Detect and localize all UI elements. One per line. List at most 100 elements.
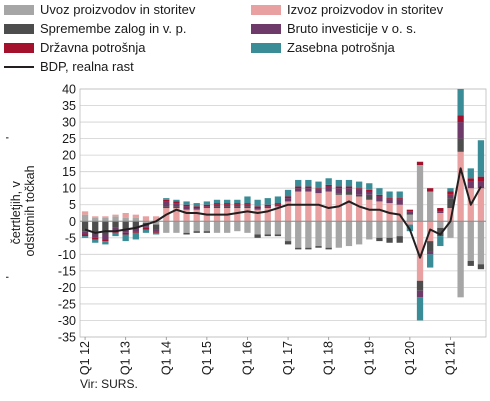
bar-segment: [213, 203, 221, 205]
bar-segment: [315, 181, 322, 189]
bar-segment: [274, 203, 282, 205]
bar-segment: [386, 198, 393, 200]
bar-segment: [366, 183, 373, 190]
bar-segment: [92, 239, 99, 243]
bar-segment: [213, 199, 221, 204]
legend-item: Bruto investicije v o. s.: [251, 21, 416, 37]
bar-segment: [264, 221, 271, 235]
legend-label-uvoz: Uvoz proizvodov in storitev: [40, 2, 196, 17]
bar-segment: [467, 221, 474, 261]
bar-segment: [254, 208, 261, 210]
legend-item: Državna potrošnja: [4, 40, 146, 56]
bar-segment: [325, 247, 332, 250]
legend-item: Spremembe zalog in v. p.: [4, 21, 186, 37]
bar-segment: [92, 237, 99, 240]
bar-segment: [274, 234, 282, 237]
bar-segment: [234, 206, 241, 209]
x-tick-label: Q1 18: [322, 341, 336, 375]
bar-segment: [122, 234, 129, 242]
bar-segment: [224, 221, 231, 233]
bar-segment: [234, 199, 241, 204]
bar-segment: [81, 236, 89, 238]
bar-segment: [427, 241, 434, 252]
bar-segment: [305, 221, 312, 248]
legend-label-investicije: Bruto investicije v o. s.: [287, 21, 417, 36]
bar-segment: [132, 227, 139, 232]
bar-segment: [416, 165, 424, 222]
bar-segment: [102, 241, 109, 245]
bar-segment: [447, 198, 454, 209]
bar-segment: [396, 236, 403, 243]
bar-segment: [244, 203, 251, 205]
bar-segment: [254, 209, 261, 222]
bar-segment: [467, 260, 474, 266]
bar-segment: [295, 191, 302, 222]
bar-segment: [193, 206, 200, 209]
bar-segment: [355, 188, 363, 190]
bar-segment: [142, 216, 150, 222]
bar-segment: [244, 196, 251, 204]
bar-segment: [467, 181, 474, 189]
bar-segment: [325, 221, 332, 248]
bar-segment: [335, 193, 342, 195]
bar-segment: [335, 179, 342, 187]
legend-label-bdp: BDP, realna rast: [40, 59, 134, 74]
bar-segment: [477, 188, 485, 222]
bar-segment: [132, 221, 139, 228]
bar-segment: [163, 206, 170, 209]
bar-segment: [447, 208, 454, 222]
bar-segment: [457, 151, 464, 222]
bar-segment: [122, 213, 129, 218]
bar-segment: [163, 221, 170, 233]
bar-segment: [81, 234, 89, 237]
bar-segment: [437, 213, 444, 222]
bar-segment: [152, 229, 160, 232]
bar-segment: [355, 181, 363, 189]
bar-segment: [142, 229, 150, 233]
bar-segment: [406, 213, 414, 215]
x-tick-label: Q1 15: [200, 341, 214, 375]
bar-segment: [163, 198, 170, 200]
bar-segment: [193, 208, 200, 210]
bar-segment: [305, 186, 312, 189]
bar-segment: [213, 221, 221, 233]
bar-segment: [152, 216, 160, 222]
bar-segment: [437, 227, 444, 237]
gdp-line: [84, 167, 482, 259]
bar-segment: [234, 204, 241, 207]
x-tick-label: Q1 21: [443, 341, 457, 375]
bar-segment: [193, 231, 200, 233]
bar-segment: [163, 201, 170, 207]
bar-segment: [325, 186, 332, 192]
bar-segment: [295, 179, 302, 187]
bar-segment: [102, 217, 109, 222]
bar-segment: [406, 209, 414, 212]
bar-segment: [132, 231, 139, 233]
bar-segment: [335, 188, 342, 194]
x-tick-label: Q1 13: [119, 341, 133, 375]
y-tick-label: 15: [62, 165, 76, 179]
bar-segment: [477, 140, 485, 177]
bar-segment: [325, 178, 332, 185]
legend-swatch-drzavna: [4, 43, 34, 53]
bar-segment: [305, 247, 312, 250]
y-tick-label: 40: [62, 83, 76, 97]
bar-segment: [447, 188, 454, 192]
bar-segment: [132, 232, 139, 240]
bar-segment: [295, 188, 302, 192]
bar-segment: [477, 264, 485, 270]
x-tick-label: Q1 12: [78, 341, 92, 375]
bar-segment: [477, 221, 485, 265]
bar-segment: [355, 189, 363, 195]
legend-item: Izvoz proizvodov in storitev: [251, 2, 443, 18]
bar-segment: [102, 216, 109, 218]
bar-segment: [81, 214, 89, 222]
bar-segment: [264, 198, 271, 205]
bar-segment: [244, 204, 251, 207]
bar-segment: [183, 221, 190, 233]
bar-segment: [345, 188, 353, 192]
bar-segment: [254, 206, 261, 209]
bar-segment: [81, 221, 89, 232]
bar-segment: [335, 186, 342, 189]
bar-segment: [102, 234, 109, 240]
